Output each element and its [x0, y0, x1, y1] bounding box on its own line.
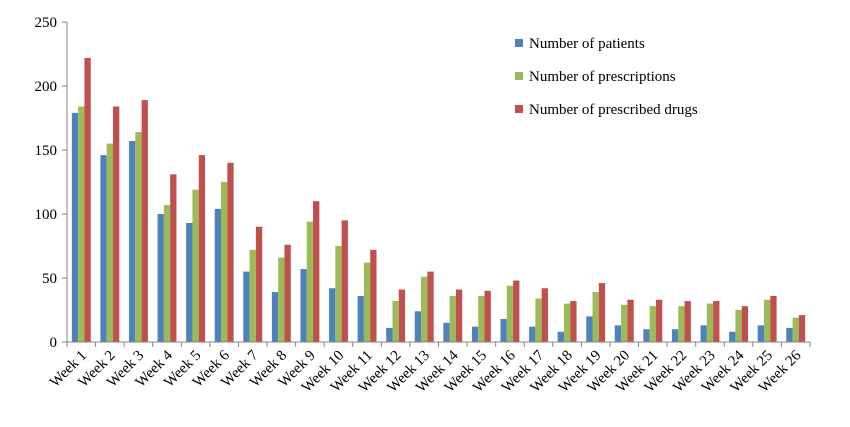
bar-patients [100, 155, 107, 342]
bar-prescribed-drugs [341, 220, 348, 342]
bar-prescriptions [535, 298, 542, 342]
bar-prescribed-drugs [713, 301, 720, 342]
bar-patients [643, 329, 650, 342]
bar-prescriptions [363, 262, 371, 342]
legend-label: Number of patients [529, 36, 645, 52]
bar-patients [414, 311, 422, 342]
y-tick-label: 250 [35, 15, 58, 31]
bar-patients [357, 295, 364, 342]
bar-patients [128, 141, 136, 342]
bar-prescribed-drugs [541, 288, 548, 342]
legend-label: Number of prescriptions [529, 69, 676, 85]
bar-patients [729, 331, 736, 342]
bar-prescriptions [249, 249, 256, 342]
bar-prescriptions [449, 295, 456, 342]
bar-patients [243, 271, 250, 342]
bar-patients [786, 327, 793, 342]
bar-patients [557, 331, 564, 342]
bar-patients [671, 329, 679, 342]
bar-prescribed-drugs [141, 100, 148, 342]
bar-prescriptions [278, 257, 285, 342]
bar-patients [271, 292, 279, 342]
bar-patients [300, 269, 307, 342]
bar-prescribed-drugs [370, 249, 377, 342]
bar-prescriptions [592, 292, 599, 342]
bar-prescribed-drugs [113, 106, 120, 342]
bar-prescribed-drugs [255, 226, 263, 342]
bar-prescriptions [392, 301, 399, 342]
bar-patients [614, 325, 622, 342]
y-tick-label: 200 [35, 79, 58, 95]
bar-prescriptions [135, 132, 142, 342]
bar-prescribed-drugs [313, 201, 320, 342]
legend-swatch [515, 39, 523, 47]
bar-patients [386, 327, 393, 342]
bar-prescribed-drugs [84, 57, 91, 343]
bar-prescribed-drugs [598, 283, 606, 342]
bar-prescribed-drugs [684, 301, 691, 342]
bar-prescriptions [563, 303, 571, 342]
bar-patients [186, 222, 193, 342]
bar-prescribed-drugs [655, 299, 663, 342]
bar-patients [757, 325, 764, 342]
bar-prescriptions [735, 310, 742, 342]
y-tick-label: 150 [35, 143, 58, 159]
bar-patients [586, 316, 593, 342]
bar-prescriptions [678, 306, 685, 342]
bar-prescriptions [306, 221, 314, 342]
bar-prescriptions [163, 205, 171, 342]
legend-label: Number of prescribed drugs [529, 102, 698, 118]
y-tick-label: 0 [50, 335, 58, 351]
legend-swatch [515, 72, 523, 80]
bar-prescribed-drugs [484, 290, 491, 342]
bar-prescribed-drugs [455, 289, 463, 342]
bar-patients [471, 326, 479, 342]
bar-patients [443, 322, 450, 342]
y-tick-label: 100 [35, 207, 58, 223]
bar-prescriptions [421, 276, 428, 342]
bar-patients [71, 112, 79, 342]
bar-prescriptions [792, 317, 799, 342]
legend: Number of patients Number of prescription… [515, 36, 698, 118]
bar-prescribed-drugs [570, 301, 577, 342]
bar-prescribed-drugs [227, 162, 234, 342]
bar-prescriptions [221, 182, 228, 342]
bar-prescriptions [649, 306, 656, 342]
bar-prescriptions [106, 143, 114, 342]
bar-prescribed-drugs [770, 295, 777, 342]
y-tick-label: 50 [42, 271, 57, 287]
bar-prescriptions [192, 189, 199, 342]
bar-prescriptions [478, 295, 485, 342]
bar-prescribed-drugs [170, 174, 177, 342]
bar-prescribed-drugs [513, 280, 520, 342]
legend-swatch [515, 105, 523, 113]
bar-prescribed-drugs [398, 289, 406, 342]
bar-patients [329, 288, 336, 342]
bar-prescribed-drugs [427, 271, 434, 342]
bar-prescribed-drugs [198, 155, 206, 342]
bar-patients [529, 326, 536, 342]
bar-prescribed-drugs [627, 299, 634, 342]
bar-patients [214, 208, 222, 342]
bar-prescriptions [706, 303, 714, 342]
bar-prescriptions [78, 106, 85, 342]
bar-prescriptions [506, 285, 514, 342]
bar-prescribed-drugs [798, 315, 806, 342]
bar-patients [500, 318, 507, 342]
bar-patients [157, 214, 164, 342]
bar-patients [700, 325, 707, 342]
bar-prescribed-drugs [741, 306, 749, 342]
bars [71, 57, 806, 343]
bar-prescriptions [763, 299, 771, 342]
bar-prescriptions [335, 246, 342, 342]
y-axis: 0 50 100 150 200 250 [35, 15, 68, 351]
bar-prescriptions [621, 304, 628, 342]
bar-prescribed-drugs [284, 244, 291, 342]
